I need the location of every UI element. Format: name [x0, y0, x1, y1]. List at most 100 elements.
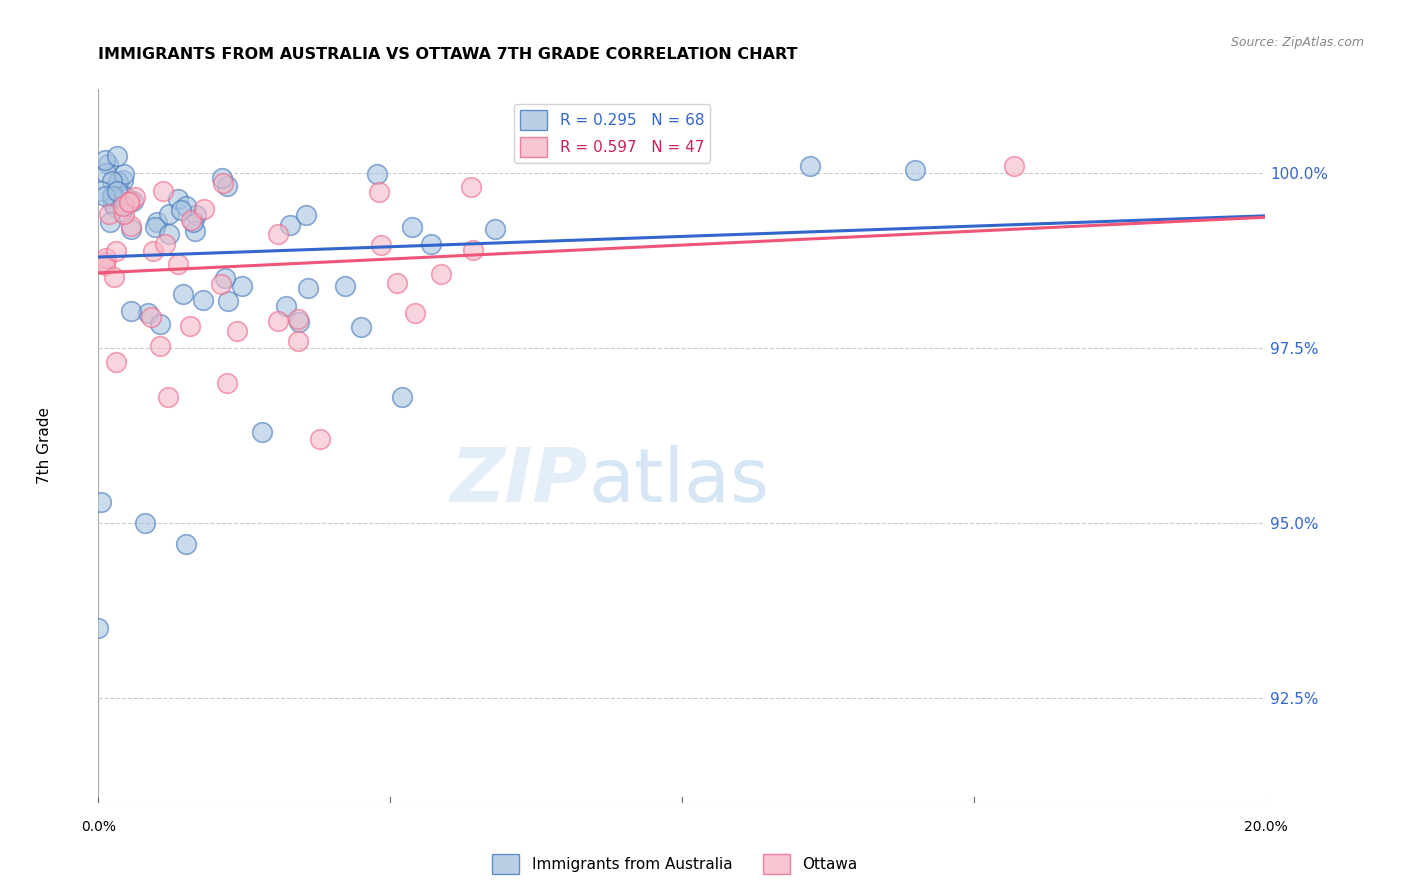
Point [104, 200, 127, 214]
Point [101, 189, 124, 203]
Point [295, 208, 318, 222]
Point [174, 537, 197, 551]
Point [143, 220, 166, 235]
Point [111, 173, 134, 187]
Legend: R = 0.295   N = 68, R = 0.597   N = 47: R = 0.295 N = 68, R = 0.597 N = 47 [513, 104, 710, 163]
Point [121, 194, 143, 209]
Point [141, 310, 163, 324]
Point [142, 244, 165, 258]
Point [799, 159, 821, 173]
Point [287, 312, 309, 326]
Point [368, 186, 391, 200]
Point [401, 220, 423, 235]
Text: IMMIGRANTS FROM AUSTRALIA VS OTTAWA 7TH GRADE CORRELATION CHART: IMMIGRANTS FROM AUSTRALIA VS OTTAWA 7TH … [98, 47, 799, 62]
Point [105, 184, 128, 198]
Point [153, 237, 176, 252]
Point [484, 222, 506, 236]
Text: 0.0%: 0.0% [82, 821, 115, 834]
Point [287, 334, 309, 348]
Point [183, 224, 205, 238]
Point [184, 208, 207, 222]
Point [215, 376, 238, 390]
Text: 20.0%: 20.0% [1243, 821, 1288, 834]
Point [94, 189, 117, 203]
Point [93, 258, 115, 272]
Point [297, 281, 319, 295]
Point [179, 318, 201, 333]
Point [97, 157, 120, 171]
Point [112, 199, 135, 213]
Point [97, 207, 120, 221]
Point [350, 320, 373, 334]
Point [226, 324, 249, 338]
Point [120, 194, 142, 209]
Point [217, 294, 239, 309]
Point [170, 203, 193, 218]
Point [287, 315, 309, 329]
Point [134, 516, 156, 530]
Point [217, 178, 239, 193]
Point [209, 277, 232, 291]
Point [391, 390, 413, 404]
Point [193, 293, 215, 308]
Point [105, 149, 128, 163]
Point [404, 306, 426, 320]
Point [120, 304, 142, 318]
Point [385, 277, 408, 291]
Point [112, 188, 135, 202]
Point [174, 198, 197, 212]
Point [112, 198, 135, 212]
Text: Source: ZipAtlas.com: Source: ZipAtlas.com [1230, 36, 1364, 49]
Point [111, 204, 134, 219]
Point [904, 162, 927, 177]
Point [89, 184, 111, 198]
Point [266, 314, 288, 328]
Point [460, 180, 482, 194]
Point [183, 215, 205, 229]
Point [90, 495, 112, 509]
Point [276, 299, 298, 313]
Point [370, 238, 392, 252]
Point [101, 173, 124, 187]
Legend: Immigrants from Australia, Ottawa: Immigrants from Australia, Ottawa [486, 848, 863, 880]
Point [420, 237, 443, 252]
Text: atlas: atlas [589, 445, 769, 518]
Point [278, 218, 301, 232]
Text: 7th Grade: 7th Grade [37, 408, 52, 484]
Point [96, 166, 118, 180]
Point [167, 192, 190, 206]
Point [120, 221, 142, 235]
Point [149, 339, 172, 353]
Point [136, 306, 159, 320]
Point [112, 207, 135, 221]
Point [103, 270, 125, 285]
Point [149, 318, 172, 332]
Point [167, 257, 190, 271]
Point [103, 197, 125, 211]
Point [214, 271, 236, 285]
Point [231, 279, 253, 293]
Point [94, 251, 117, 265]
Point [250, 425, 273, 439]
Point [145, 215, 167, 229]
Point [429, 267, 451, 281]
Point [103, 189, 125, 203]
Point [94, 254, 117, 268]
Point [120, 219, 142, 233]
Point [100, 215, 122, 229]
Point [107, 175, 129, 189]
Point [118, 194, 141, 209]
Point [152, 184, 174, 198]
Point [157, 390, 180, 404]
Point [93, 153, 115, 168]
Point [461, 243, 484, 257]
Point [124, 190, 146, 204]
Point [211, 171, 233, 186]
Point [87, 621, 110, 635]
Point [193, 202, 215, 216]
Point [267, 227, 290, 241]
Point [333, 278, 356, 293]
Point [104, 355, 127, 369]
Point [159, 227, 181, 241]
Point [157, 207, 180, 221]
